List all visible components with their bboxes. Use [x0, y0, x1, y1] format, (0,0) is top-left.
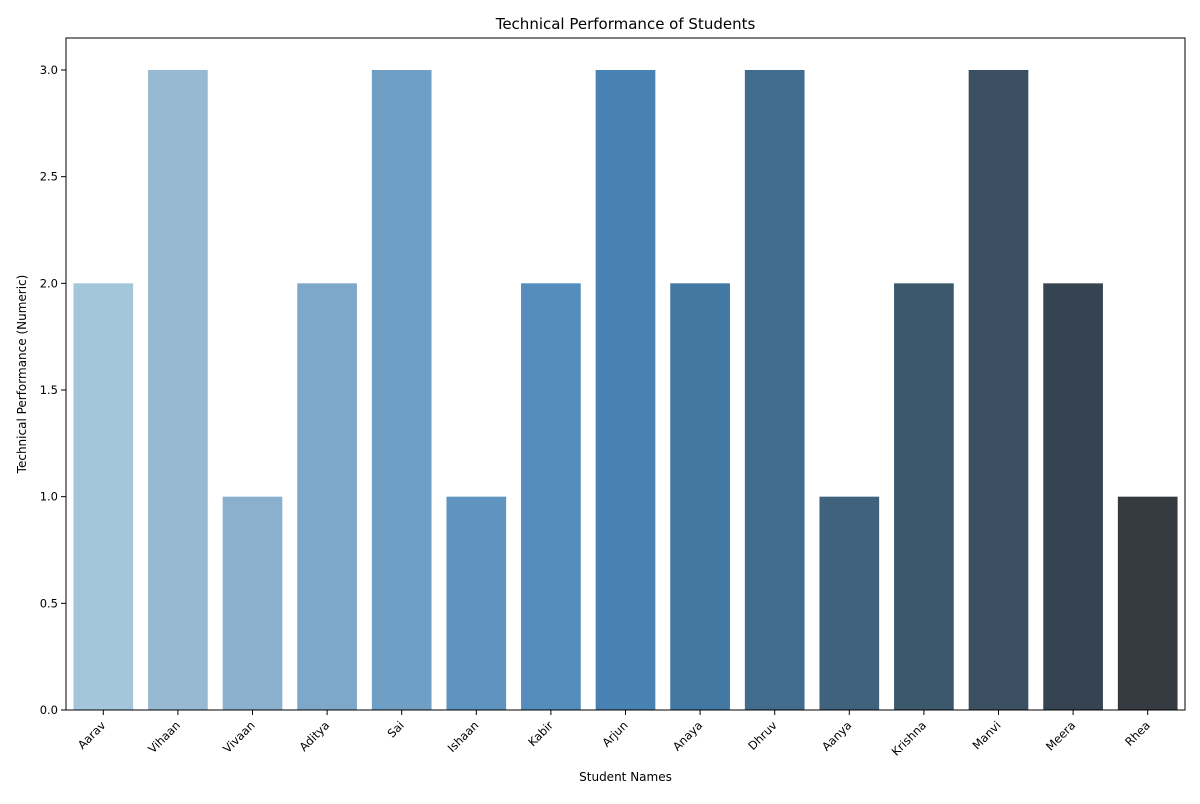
bar-arjun	[595, 70, 656, 710]
x-tick-label: Sai	[385, 718, 407, 740]
bars-group	[73, 70, 1178, 710]
x-tick-label: Kabir	[525, 718, 556, 749]
y-tick-label: 1.5	[40, 383, 58, 397]
y-axis: 0.0 0.5 1.0 1.5 2.0 2.5 3.0	[40, 63, 66, 717]
x-axis-label: Student Names	[579, 770, 672, 784]
bar-aanya	[819, 496, 880, 710]
bar-manvi	[968, 70, 1029, 710]
y-axis-label: Technical Performance (Numeric)	[15, 275, 29, 475]
x-tick-label: Aditya	[296, 718, 332, 754]
plot-frame	[65, 37, 1186, 711]
x-tick-label: Rhea	[1122, 718, 1153, 749]
y-tick-label: 2.0	[40, 276, 58, 290]
bar-vihaan	[148, 70, 208, 710]
bar-krishna	[894, 283, 954, 710]
bar-rhea	[1117, 496, 1178, 710]
bar-ishaan	[446, 496, 507, 710]
y-tick-label: 0.0	[40, 703, 58, 717]
x-tick-label: Dhruv	[745, 718, 780, 753]
bar-anaya	[670, 283, 730, 710]
x-tick-label: Aanya	[819, 718, 854, 753]
bar-aarav	[73, 283, 134, 710]
x-tick-label: Arjun	[599, 718, 630, 749]
y-tick-label: 1.0	[40, 490, 58, 504]
x-tick-label: Krishna	[889, 718, 929, 758]
bar-meera	[1043, 283, 1103, 710]
bar-kabir	[521, 283, 581, 710]
y-tick-label: 3.0	[40, 63, 58, 77]
x-tick-label: Aarav	[75, 718, 109, 752]
x-axis: Aarav Vihaan Vivaan Aditya Sai Ishaan Kabir Arj…	[75, 710, 1153, 759]
bar-vivaan	[222, 496, 283, 710]
x-tick-label: Ishaan	[445, 718, 482, 755]
x-tick-label: Vivaan	[220, 718, 257, 755]
y-tick-label: 0.5	[40, 596, 58, 610]
x-tick-label: Meera	[1043, 718, 1078, 753]
x-tick-label: Vihaan	[145, 718, 183, 756]
bar-aditya	[297, 283, 357, 710]
x-tick-label: Anaya	[670, 718, 705, 753]
y-tick-label: 2.5	[40, 170, 58, 184]
bar-dhruv	[744, 70, 805, 710]
chart-title: Technical Performance of Students	[495, 15, 756, 33]
bar-sai	[371, 70, 432, 710]
x-tick-label: Manvi	[969, 718, 1003, 752]
